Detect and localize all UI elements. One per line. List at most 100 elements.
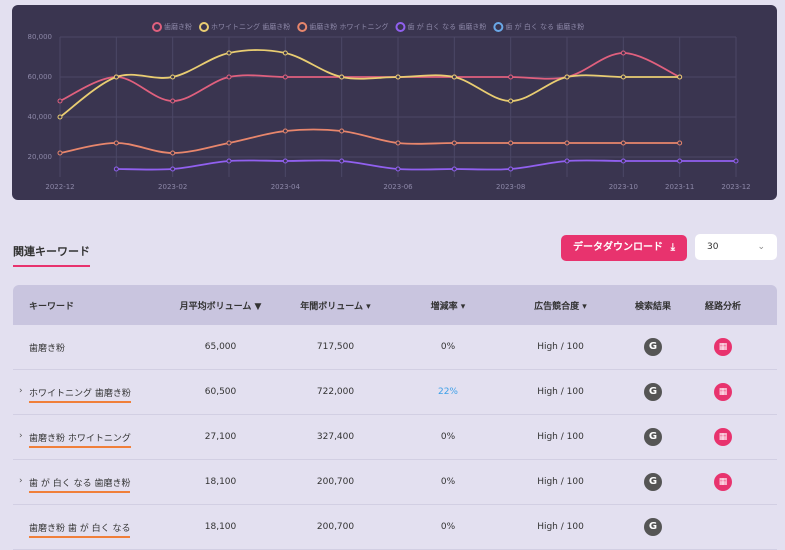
point: [282, 50, 288, 56]
route-icon[interactable]: ▦: [714, 338, 732, 356]
point: [395, 140, 401, 146]
x-tick-label: 2023-02: [158, 183, 187, 191]
page-size: 30: [707, 242, 719, 252]
cell: G: [618, 338, 688, 356]
cell-text: 18,100: [204, 522, 237, 532]
point: [564, 140, 570, 146]
point: [282, 128, 288, 134]
cell: 722,000: [278, 387, 393, 397]
route-icon[interactable]: ▦: [714, 383, 732, 401]
cell: High / 100: [503, 522, 618, 532]
point: [113, 166, 119, 172]
cell-text: 0%: [440, 342, 456, 352]
expand-icon[interactable]: ›: [19, 385, 23, 396]
cell-text: 22%: [437, 387, 458, 397]
cell: ▦: [688, 383, 758, 401]
keyword[interactable]: 歯磨き粉: [29, 343, 66, 354]
point: [451, 166, 457, 172]
point: [282, 74, 288, 80]
chart: 20,000 40,000 60,000 80,000 2022-12 2023-02 20…: [12, 5, 777, 200]
cell: High / 100: [503, 387, 618, 397]
cell-text: 200,700: [316, 477, 355, 487]
cell: 18,100: [163, 477, 278, 487]
point: [677, 158, 683, 164]
header-label: 月平均ボリューム: [179, 301, 252, 312]
route-icon[interactable]: ▦: [714, 473, 732, 491]
cell: 717,500: [278, 342, 393, 352]
search-icon[interactable]: G: [644, 473, 662, 491]
cell-text: High / 100: [537, 342, 584, 352]
table-row: › ホワイトニング 歯磨き粉 60,500 722,000 22% High / 100 G…: [13, 370, 777, 415]
cell: G: [618, 473, 688, 491]
point: [170, 166, 176, 172]
header-label: 広告競合度: [534, 301, 580, 312]
point: [564, 74, 570, 80]
cell: ▦: [688, 428, 758, 446]
point: [170, 74, 176, 80]
cell: High / 100: [503, 477, 618, 487]
cell-text: High / 100: [537, 522, 584, 532]
expand-icon[interactable]: ›: [19, 430, 23, 441]
search-icon[interactable]: G: [644, 383, 662, 401]
legend-swatch: [152, 22, 162, 32]
page-size-select[interactable]: 30 ⌄: [695, 234, 777, 260]
table-row: 歯磨き粉 歯 が 白く なる 18,100 200,700 0% High / 100 G: [13, 505, 777, 550]
chevron: ⌄: [757, 242, 765, 252]
point: [339, 128, 345, 134]
x-tick-label: 2023-11: [665, 183, 694, 191]
x-tick-label: 2023-12: [721, 183, 750, 191]
point: [170, 98, 176, 104]
point: [395, 166, 401, 172]
y-tick-label: 40,000: [28, 113, 53, 121]
header-cell: 検索結果: [618, 299, 688, 312]
point: [339, 158, 345, 164]
cell-text: 0%: [440, 522, 456, 532]
cell: 327,400: [278, 432, 393, 442]
search-icon[interactable]: G: [644, 428, 662, 446]
cell-text: 327,400: [316, 432, 355, 442]
point: [57, 150, 63, 156]
x-tick-label: 2023-08: [496, 183, 525, 191]
search-icon[interactable]: G: [644, 518, 662, 536]
download-label: データダウンロード: [573, 242, 663, 253]
cell-text: 27,100: [204, 432, 237, 442]
legend-label: 歯磨き粉 ホワイトニング: [309, 22, 388, 31]
cell: 65,000: [163, 342, 278, 352]
cell-text: 0%: [440, 477, 456, 487]
cell-text: High / 100: [537, 477, 584, 487]
search-icon[interactable]: G: [644, 338, 662, 356]
point: [508, 74, 514, 80]
cell-text: 722,000: [316, 387, 355, 397]
table-row: › 歯磨き粉 ホワイトニング 27,100 327,400 0% High / 100 G ▦: [13, 415, 777, 460]
keyword[interactable]: 歯磨き粉 歯 が 白く なる: [29, 523, 131, 538]
point: [226, 158, 232, 164]
cell: 27,100: [163, 432, 278, 442]
download-icon: ⤓: [670, 242, 675, 253]
cell: › 歯 が 白く なる 歯磨き粉: [13, 475, 163, 493]
keyword[interactable]: 歯 が 白く なる 歯磨き粉: [29, 478, 131, 493]
table-row: › 歯 が 白く なる 歯磨き粉 18,100 200,700 0% High / 100…: [13, 460, 777, 505]
point: [226, 50, 232, 56]
cell: 18,100: [163, 522, 278, 532]
cell-text: 200,700: [316, 522, 355, 532]
header-cell: 経路分析: [688, 299, 758, 312]
point: [508, 140, 514, 146]
keyword[interactable]: 歯磨き粉 ホワイトニング: [29, 433, 131, 448]
legend-swatch: [395, 22, 406, 32]
y-tick-label: 80,000: [28, 33, 53, 41]
point: [620, 140, 626, 146]
expand-icon[interactable]: ›: [19, 475, 23, 486]
cell-text: 0%: [440, 432, 456, 442]
point: [677, 140, 683, 146]
cell: G: [618, 518, 688, 536]
keyword[interactable]: ホワイトニング 歯磨き粉: [29, 388, 131, 403]
cell: 60,500: [163, 387, 278, 397]
header-cell: 増減率 ▾: [393, 299, 503, 312]
chart-bg: [12, 5, 777, 200]
cell: ▦: [688, 473, 758, 491]
header-label: 増減率: [430, 301, 458, 312]
point: [226, 140, 232, 146]
download-button[interactable]: データダウンロード ⤓: [561, 235, 687, 261]
route-icon[interactable]: ▦: [714, 428, 732, 446]
header-row: キーワード 月平均ボリューム ▼ 年間ボリューム ▾ 増減率 ▾ 広告競合度 ▾ 検索結果…: [13, 285, 777, 325]
